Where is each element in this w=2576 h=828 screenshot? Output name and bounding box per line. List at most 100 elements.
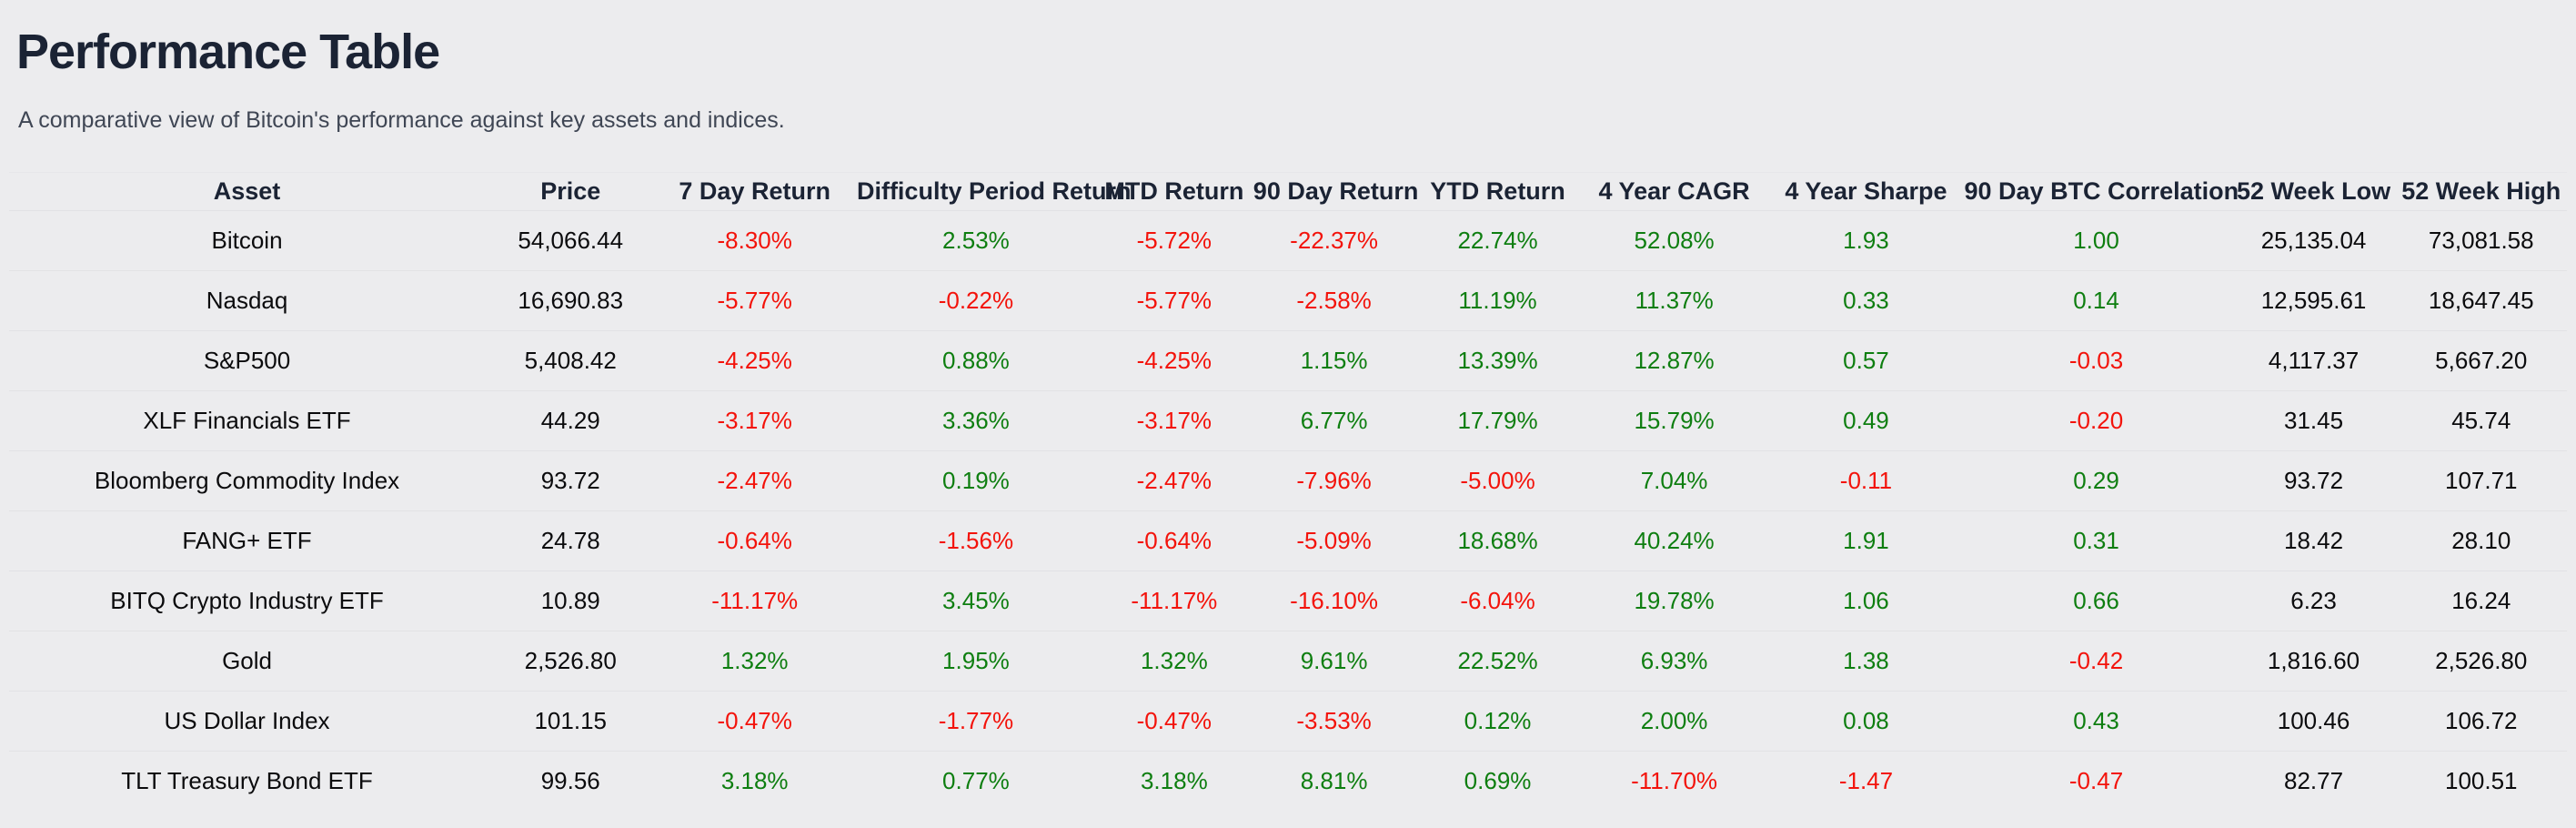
value-cell: -2.58% [1249, 270, 1419, 331]
value-cell: 93.72 [485, 450, 657, 511]
value-cell: 99.56 [540, 767, 600, 795]
value-cell: 13.39% [1418, 330, 1577, 391]
value-cell: 100.51 [2444, 767, 2518, 795]
value-cell: -3.17% [1098, 390, 1250, 451]
value-cell: 1.00 [1960, 210, 2232, 271]
value-cell: -11.70% [1631, 767, 1718, 795]
value-cell: -1.77% [852, 691, 1099, 752]
value-cell: 2.53% [852, 210, 1099, 271]
table-row: US Dollar Index 101.15 -0.47% -1.77% -0.47% -… [9, 691, 2567, 752]
value-cell: 18.42 [2231, 510, 2396, 571]
asset-cell: BITQ Crypto Industry ETF [9, 571, 486, 631]
value-cell: 24.78 [485, 510, 657, 571]
value-cell: 106.72 [2395, 691, 2567, 752]
value-cell: 2,526.80 [485, 631, 657, 692]
value-cell: 1.93 [1771, 210, 1961, 271]
value-cell: 12,595.61 [2231, 270, 2396, 331]
value-cell: 1,816.60 [2231, 631, 2396, 692]
value-cell: -5.77% [1098, 270, 1250, 331]
value-cell: 9.61% [1249, 631, 1419, 692]
value-cell: 25,135.04 [2231, 210, 2396, 271]
value-cell: 31.45 [2231, 390, 2396, 451]
value-cell: -6.04% [1418, 571, 1577, 631]
value-cell: 22.52% [1418, 631, 1577, 692]
value-cell: 1.91 [1771, 510, 1961, 571]
asset-cell: FANG+ ETF [9, 510, 486, 571]
page-title: Performance Table [16, 25, 440, 79]
asset-cell: S&P500 [9, 330, 486, 391]
value-cell: 6.93% [1576, 631, 1772, 692]
table-row: Nasdaq 16,690.83 -5.77% -0.22% -5.77% -2.58% 1… [9, 270, 2567, 331]
value-cell: -0.64% [656, 510, 853, 571]
value-cell: 93.72 [2231, 450, 2396, 511]
asset-cell: XLF Financials ETF [9, 390, 486, 451]
value-cell: -7.96% [1249, 450, 1419, 511]
value-cell: 18,647.45 [2395, 270, 2567, 331]
value-cell: -16.10% [1249, 571, 1419, 631]
value-cell: -2.47% [656, 450, 853, 511]
value-cell: 1.32% [1098, 631, 1250, 692]
column-header: MTD Return [1098, 172, 1250, 211]
value-cell: -0.47 [2068, 767, 2124, 795]
value-cell: 0.88% [852, 330, 1099, 391]
value-cell: 1.38 [1771, 631, 1961, 692]
value-cell: 5,667.20 [2395, 330, 2567, 391]
value-cell: 5,408.42 [485, 330, 657, 391]
value-cell: -0.42 [1960, 631, 2232, 692]
value-cell: -0.03 [1960, 330, 2232, 391]
value-cell: 1.15% [1249, 330, 1419, 391]
value-cell: -5.72% [1098, 210, 1250, 271]
value-cell: 40.24% [1576, 510, 1772, 571]
table-row: Bloomberg Commodity Index 93.72 -2.47% 0.19… [9, 450, 2567, 511]
value-cell: -0.47% [656, 691, 853, 752]
value-cell: -4.25% [1098, 330, 1250, 391]
value-cell: 45.74 [2395, 390, 2567, 451]
value-cell: 0.29 [1960, 450, 2232, 511]
value-cell: 73,081.58 [2395, 210, 2567, 271]
asset-cell: Bloomberg Commodity Index [9, 450, 486, 511]
value-cell: 28.10 [2395, 510, 2567, 571]
value-cell: 44.29 [485, 390, 657, 451]
value-cell: 0.57 [1771, 330, 1961, 391]
value-cell: 0.49 [1771, 390, 1961, 451]
value-cell: -1.56% [852, 510, 1099, 571]
value-cell: 1.95% [852, 631, 1099, 692]
value-cell: 0.19% [852, 450, 1099, 511]
value-cell: 16,690.83 [485, 270, 657, 331]
value-cell: 3.18% [720, 767, 789, 795]
value-cell: -1.47 [1838, 767, 1894, 795]
value-cell: 0.69% [1464, 767, 1532, 795]
value-cell: 0.43 [1960, 691, 2232, 752]
table-header-row: Asset Price 7 Day Return Difficulty Period … [9, 172, 2567, 211]
column-header: YTD Return [1418, 172, 1577, 211]
value-cell: 82.77 [2284, 767, 2344, 795]
value-cell: 0.66 [1960, 571, 2232, 631]
value-cell: 7.04% [1576, 450, 1772, 511]
column-header: Price [485, 172, 657, 211]
page-subtitle: A comparative view of Bitcoin's performa… [18, 107, 785, 133]
column-header: 4 Year CAGR [1576, 172, 1772, 211]
performance-table: Asset Price 7 Day Return Difficulty Period … [9, 172, 2567, 812]
value-cell: -5.00% [1418, 450, 1577, 511]
column-header: 52 Week Low [2231, 172, 2396, 211]
value-cell: 100.46 [2231, 691, 2396, 752]
value-cell: 0.08 [1771, 691, 1961, 752]
value-cell: 52.08% [1576, 210, 1772, 271]
column-header: 7 Day Return [656, 172, 853, 211]
value-cell: 15.79% [1576, 390, 1772, 451]
value-cell: 10.89 [485, 571, 657, 631]
value-cell: -11.17% [656, 571, 853, 631]
asset-cell: US Dollar Index [9, 691, 486, 752]
value-cell: 6.77% [1249, 390, 1419, 451]
value-cell: 16.24 [2395, 571, 2567, 631]
value-cell: -0.64% [1098, 510, 1250, 571]
value-cell: 3.36% [852, 390, 1099, 451]
value-cell: 8.81% [1300, 767, 1368, 795]
column-header: 52 Week High [2395, 172, 2567, 211]
value-cell: 0.33 [1771, 270, 1961, 331]
column-header: 4 Year Sharpe [1771, 172, 1961, 211]
value-cell: 4,117.37 [2231, 330, 2396, 391]
value-cell: -5.77% [656, 270, 853, 331]
table-row: Bitcoin 54,066.44 -8.30% 2.53% -5.72% -22.37%… [9, 210, 2567, 271]
